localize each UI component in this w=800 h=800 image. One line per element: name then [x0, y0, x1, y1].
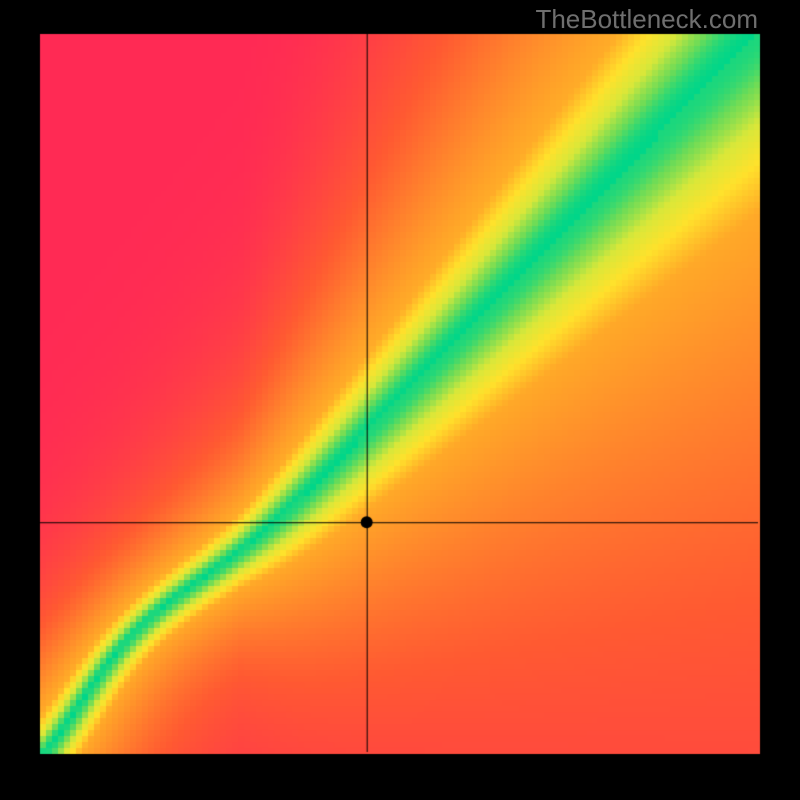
- heatmap-canvas: [0, 0, 800, 800]
- root-container: TheBottleneck.com: [0, 0, 800, 800]
